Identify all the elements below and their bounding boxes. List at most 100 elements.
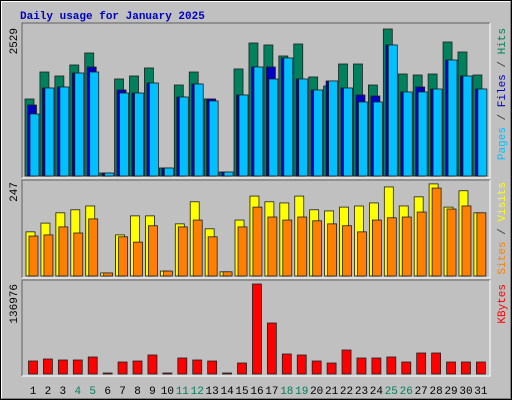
bar [477,88,488,177]
bar [222,372,232,375]
bar [72,359,83,375]
bar [416,211,427,277]
bar [357,231,367,277]
x-tick-label: 30 [459,386,472,398]
bar [133,241,143,277]
bar [252,283,262,375]
x-tick-label: 6 [104,386,111,398]
bar [416,352,427,375]
x-tick-label: 1 [30,386,37,398]
y-tick-label: 136976 [9,284,21,324]
bar [44,87,55,177]
bar [28,360,38,375]
x-tick-label: 24 [370,386,384,398]
bar [417,91,428,177]
bar [208,100,219,177]
x-tick-label: 10 [161,386,174,398]
bar [371,357,382,375]
panel-bevel [22,180,491,279]
x-tick-label: 8 [134,386,141,398]
x-tick-label: 13 [206,386,219,398]
bar [282,219,293,277]
x-tick-label: 26 [400,386,413,398]
bar [462,75,473,177]
bar [102,372,113,375]
bar [237,362,247,375]
legend-separator: / [497,107,509,127]
x-tick-label: 9 [149,386,156,398]
bar [103,272,114,277]
bar [178,96,189,177]
bar [343,87,353,177]
bar [57,359,68,375]
bar [312,220,323,277]
x-tick-label: 29 [444,386,457,398]
x-tick-label: 2 [45,386,52,398]
x-tick-label: 18 [280,386,293,398]
x-tick-label: 4 [74,386,81,398]
y-tick-label: 2529 [9,28,21,54]
bar [326,362,337,375]
bar [193,83,204,177]
bar [446,208,457,277]
bar [401,216,412,277]
y-tick-label: 247 [9,182,21,202]
bar [117,361,128,375]
bar [147,354,158,375]
panel-bevel [22,23,491,179]
bar [401,361,412,375]
chart-title: Daily usage for January 2025 [20,11,205,23]
bar [327,223,338,277]
legend-entry: KBytes [497,284,509,324]
bar [192,219,203,277]
bar [163,167,174,177]
bar [74,72,85,177]
bar [149,82,159,177]
bar [267,216,278,277]
bar [207,360,218,375]
bar [358,101,368,177]
bar [386,217,397,277]
bar [29,113,40,177]
bar [296,354,307,375]
bar [283,57,294,177]
bar [281,353,292,375]
bar [237,226,248,277]
legend: KBytes [497,284,509,324]
bar [313,89,324,177]
x-tick-label: 31 [474,386,488,398]
bar [253,66,264,177]
bar [132,360,143,375]
legend: Pages / Files / Hits [497,28,509,160]
bar [266,322,277,375]
bar [89,71,100,177]
x-tick-label: 21 [325,386,339,398]
legend-entry: Files [497,74,509,107]
bar [252,206,263,277]
x-tick-label: 17 [265,386,278,398]
x-tick-label: 14 [220,386,234,398]
bar [87,356,98,375]
legend-entry: Pages [497,127,509,160]
bar [207,236,218,277]
bar [192,359,203,375]
bar [177,226,188,277]
x-tick-label: 15 [235,386,248,398]
bar [386,356,397,375]
bar [431,352,442,375]
x-tick-label: 3 [60,386,67,398]
bar [341,349,352,375]
bar [311,360,322,375]
bar [431,187,442,277]
bar [432,88,443,177]
bar [223,171,234,177]
x-tick-label: 5 [89,386,96,398]
bar [356,357,367,375]
x-tick-label: 7 [119,386,126,398]
bar [88,218,99,277]
bar [371,219,382,277]
